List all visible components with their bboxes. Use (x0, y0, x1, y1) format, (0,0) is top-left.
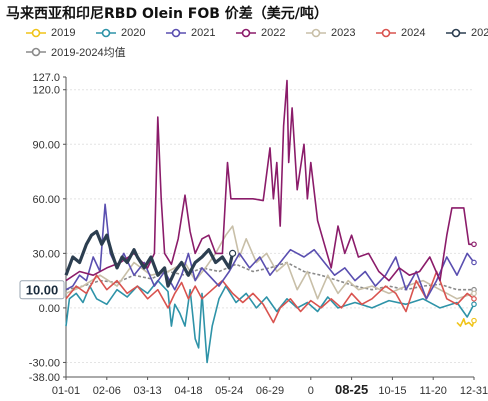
legend-label: 2021 (191, 27, 216, 39)
legend-marker-icon (376, 28, 396, 38)
legend-label: 2024 (401, 27, 426, 39)
series-end-marker (471, 317, 477, 324)
series-line (65, 270, 475, 324)
y-tick-label: 0.00 (39, 303, 60, 315)
series-line (65, 279, 475, 364)
series-line (64, 229, 235, 288)
x-tick-label: 02-06 (93, 385, 121, 397)
legend-label: 2023 (331, 27, 356, 39)
y-tick-label: 127.0 (32, 72, 60, 84)
y-tick-label: 120.0 (32, 85, 60, 97)
series-end-marker (471, 241, 477, 248)
y-tick-label: -38.00 (29, 372, 60, 384)
series-end-marker (471, 301, 477, 308)
y-tick-label: 60.00 (32, 194, 60, 206)
legend-item[interactable]: 2025 (446, 27, 488, 39)
legend-label: 2020 (121, 27, 146, 39)
x-tick-label: 01-01 (52, 385, 80, 397)
legend-marker-icon (26, 28, 46, 38)
series-line (456, 317, 475, 327)
x-tick-label: 04-18 (174, 385, 202, 397)
y-tick-label: -30.00 (29, 357, 60, 369)
legend-item[interactable]: 2020 (96, 27, 145, 39)
y-value-indicator-label: 10.00 (26, 283, 59, 298)
legend-marker-icon (446, 28, 466, 38)
legend-item[interactable]: 2024 (376, 27, 425, 39)
legend-label: 2025 (471, 27, 488, 39)
series-end-marker (471, 259, 477, 266)
x-tick-label: 03-13 (134, 385, 162, 397)
legend-item[interactable]: 2019 (26, 27, 75, 39)
x-tick-label: 08-25 (335, 382, 368, 397)
legend-item[interactable]: 2019-2024均值 (26, 44, 126, 60)
y-tick-label: 30.00 (32, 248, 60, 260)
legend-label: 2022 (261, 27, 286, 39)
x-tick-label: 05-24 (215, 385, 243, 397)
series-line (65, 79, 474, 282)
x-tick-label: 11-20 (420, 385, 447, 397)
y-value-indicator (19, 280, 65, 300)
legend-marker-icon (306, 28, 326, 38)
legend-marker-icon (166, 28, 186, 38)
y-tick-label: 90.00 (32, 139, 60, 151)
legend-item[interactable]: 2023 (306, 27, 355, 39)
x-tick-label: 10-15 (378, 385, 406, 397)
legend-marker-icon (26, 47, 46, 57)
series-end-marker (471, 290, 477, 297)
legend-marker-icon (236, 28, 256, 38)
series-end-marker (229, 249, 237, 257)
x-tick-label: 0 (308, 385, 314, 397)
legend-label: 2019 (51, 27, 76, 39)
legend-item[interactable]: 2021 (166, 27, 215, 39)
legend-item[interactable]: 2022 (236, 27, 285, 39)
x-tick-label: 12-31 (460, 385, 488, 397)
x-tick-label: 06-29 (256, 385, 284, 397)
series-end-marker (471, 296, 477, 302)
chart-title: 马来西亚和印尼RBD Olein FOB 价差（美元/吨） (6, 6, 328, 22)
legend-marker-icon (96, 28, 116, 38)
legend-label: 2019-2024均值 (51, 47, 126, 59)
